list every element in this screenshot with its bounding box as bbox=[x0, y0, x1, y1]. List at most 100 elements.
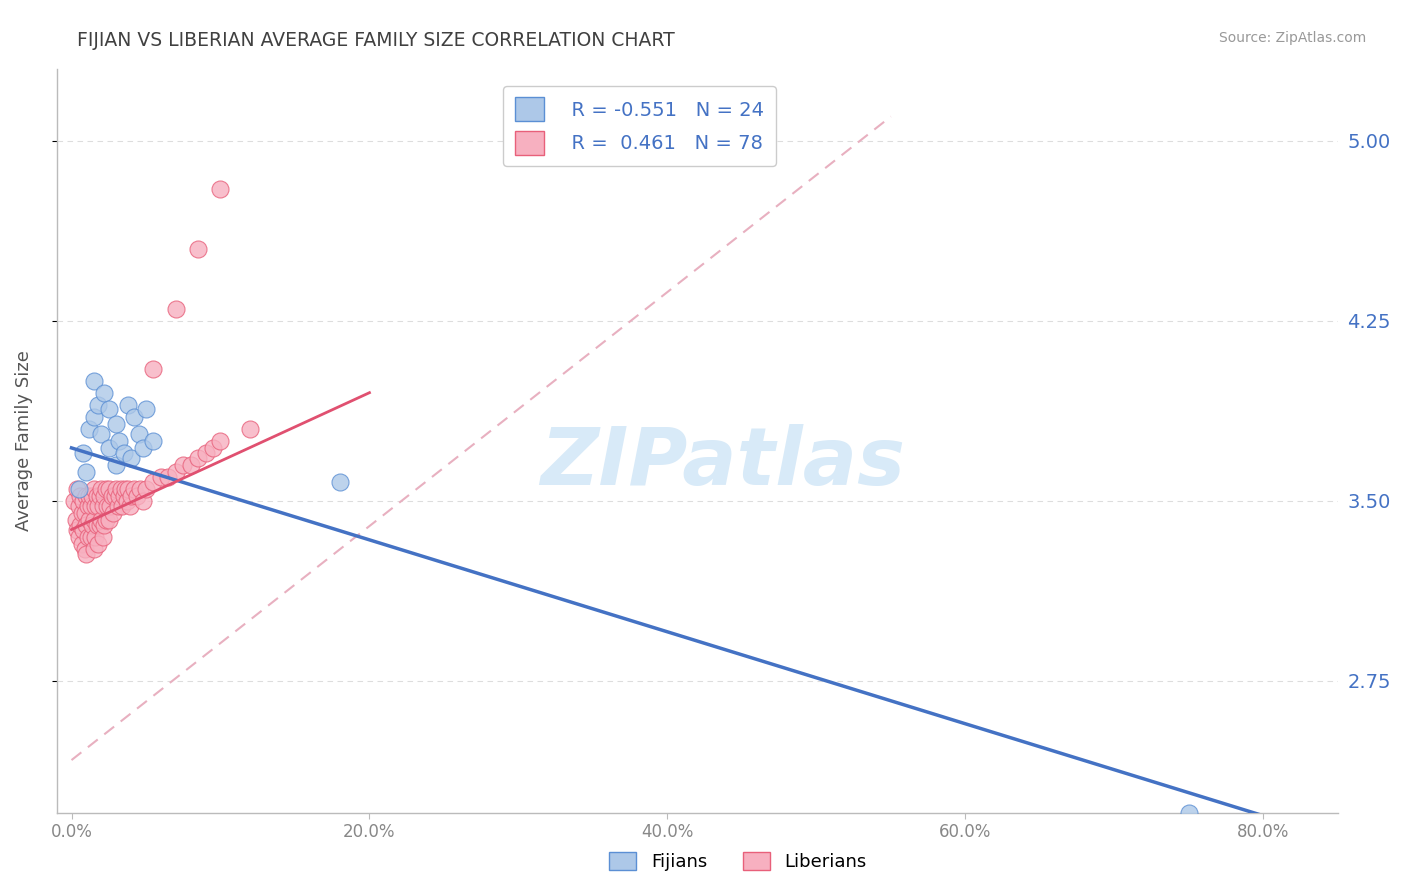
Point bbox=[67, 499, 90, 513]
Point bbox=[1178, 805, 1201, 820]
Point bbox=[112, 446, 135, 460]
Point bbox=[132, 441, 155, 455]
Point bbox=[165, 465, 187, 479]
Point bbox=[66, 482, 89, 496]
Point bbox=[77, 499, 100, 513]
Point bbox=[86, 489, 108, 503]
Point bbox=[69, 517, 91, 532]
Point bbox=[83, 482, 105, 496]
Point bbox=[84, 530, 107, 544]
Point bbox=[122, 482, 145, 496]
Point bbox=[69, 489, 91, 503]
Point bbox=[91, 499, 114, 513]
Point bbox=[202, 441, 225, 455]
Point bbox=[82, 489, 104, 503]
Point bbox=[66, 523, 89, 537]
Point bbox=[180, 458, 202, 472]
Point bbox=[105, 458, 128, 472]
Point bbox=[108, 434, 131, 448]
Point bbox=[86, 517, 108, 532]
Point bbox=[89, 517, 111, 532]
Point bbox=[93, 489, 115, 503]
Point bbox=[79, 489, 101, 503]
Point bbox=[72, 493, 94, 508]
Point bbox=[82, 517, 104, 532]
Point bbox=[90, 426, 112, 441]
Point bbox=[83, 374, 105, 388]
Point bbox=[77, 530, 100, 544]
Point bbox=[94, 482, 117, 496]
Point bbox=[112, 489, 135, 503]
Point bbox=[118, 499, 141, 513]
Point bbox=[89, 489, 111, 503]
Point bbox=[90, 482, 112, 496]
Point bbox=[72, 523, 94, 537]
Point bbox=[75, 517, 97, 532]
Point bbox=[157, 469, 180, 483]
Point bbox=[103, 506, 125, 520]
Point bbox=[117, 482, 139, 496]
Point bbox=[194, 446, 217, 460]
Point bbox=[67, 530, 90, 544]
Point bbox=[63, 493, 86, 508]
Point bbox=[187, 450, 209, 465]
Point bbox=[83, 541, 105, 556]
Point bbox=[125, 489, 148, 503]
Point bbox=[165, 301, 187, 316]
Point bbox=[80, 530, 103, 544]
Legend:   R = -0.551   N = 24,   R =  0.461   N = 78: R = -0.551 N = 24, R = 0.461 N = 78 bbox=[503, 86, 776, 166]
Point bbox=[135, 482, 157, 496]
Point bbox=[111, 499, 134, 513]
Point bbox=[149, 469, 172, 483]
Legend: Fijians, Liberians: Fijians, Liberians bbox=[602, 845, 875, 879]
Point bbox=[239, 422, 262, 436]
Point bbox=[93, 517, 115, 532]
Point bbox=[107, 499, 129, 513]
Point bbox=[187, 242, 209, 256]
Point bbox=[329, 475, 352, 489]
Point bbox=[129, 482, 152, 496]
Point bbox=[83, 409, 105, 424]
Point bbox=[110, 482, 132, 496]
Point bbox=[108, 489, 131, 503]
Point bbox=[132, 493, 155, 508]
Point bbox=[97, 441, 120, 455]
Point bbox=[209, 181, 232, 195]
Point bbox=[97, 482, 120, 496]
Point bbox=[135, 402, 157, 417]
Point bbox=[83, 513, 105, 527]
Point bbox=[128, 426, 150, 441]
Point bbox=[114, 482, 136, 496]
Point bbox=[120, 450, 142, 465]
Point bbox=[67, 482, 90, 496]
Point bbox=[79, 513, 101, 527]
Point bbox=[73, 506, 96, 520]
Point bbox=[142, 361, 165, 376]
Point bbox=[105, 417, 128, 431]
Point bbox=[91, 530, 114, 544]
Point bbox=[94, 513, 117, 527]
Point bbox=[75, 489, 97, 503]
Point bbox=[79, 422, 101, 436]
Point bbox=[84, 499, 107, 513]
Point bbox=[98, 499, 121, 513]
Point bbox=[87, 537, 110, 551]
Point bbox=[75, 465, 97, 479]
Point bbox=[172, 458, 194, 472]
Text: FIJIAN VS LIBERIAN AVERAGE FAMILY SIZE CORRELATION CHART: FIJIAN VS LIBERIAN AVERAGE FAMILY SIZE C… bbox=[77, 31, 675, 50]
Text: Source: ZipAtlas.com: Source: ZipAtlas.com bbox=[1219, 31, 1367, 45]
Point bbox=[105, 482, 128, 496]
Point bbox=[72, 446, 94, 460]
Point bbox=[87, 499, 110, 513]
Point bbox=[120, 489, 142, 503]
Point bbox=[93, 385, 115, 400]
Point bbox=[117, 398, 139, 412]
Point bbox=[87, 398, 110, 412]
Point bbox=[209, 434, 232, 448]
Point bbox=[97, 513, 120, 527]
Point bbox=[70, 506, 93, 520]
Point bbox=[100, 489, 122, 503]
Point bbox=[75, 547, 97, 561]
Y-axis label: Average Family Size: Average Family Size bbox=[15, 351, 32, 531]
Point bbox=[142, 434, 165, 448]
